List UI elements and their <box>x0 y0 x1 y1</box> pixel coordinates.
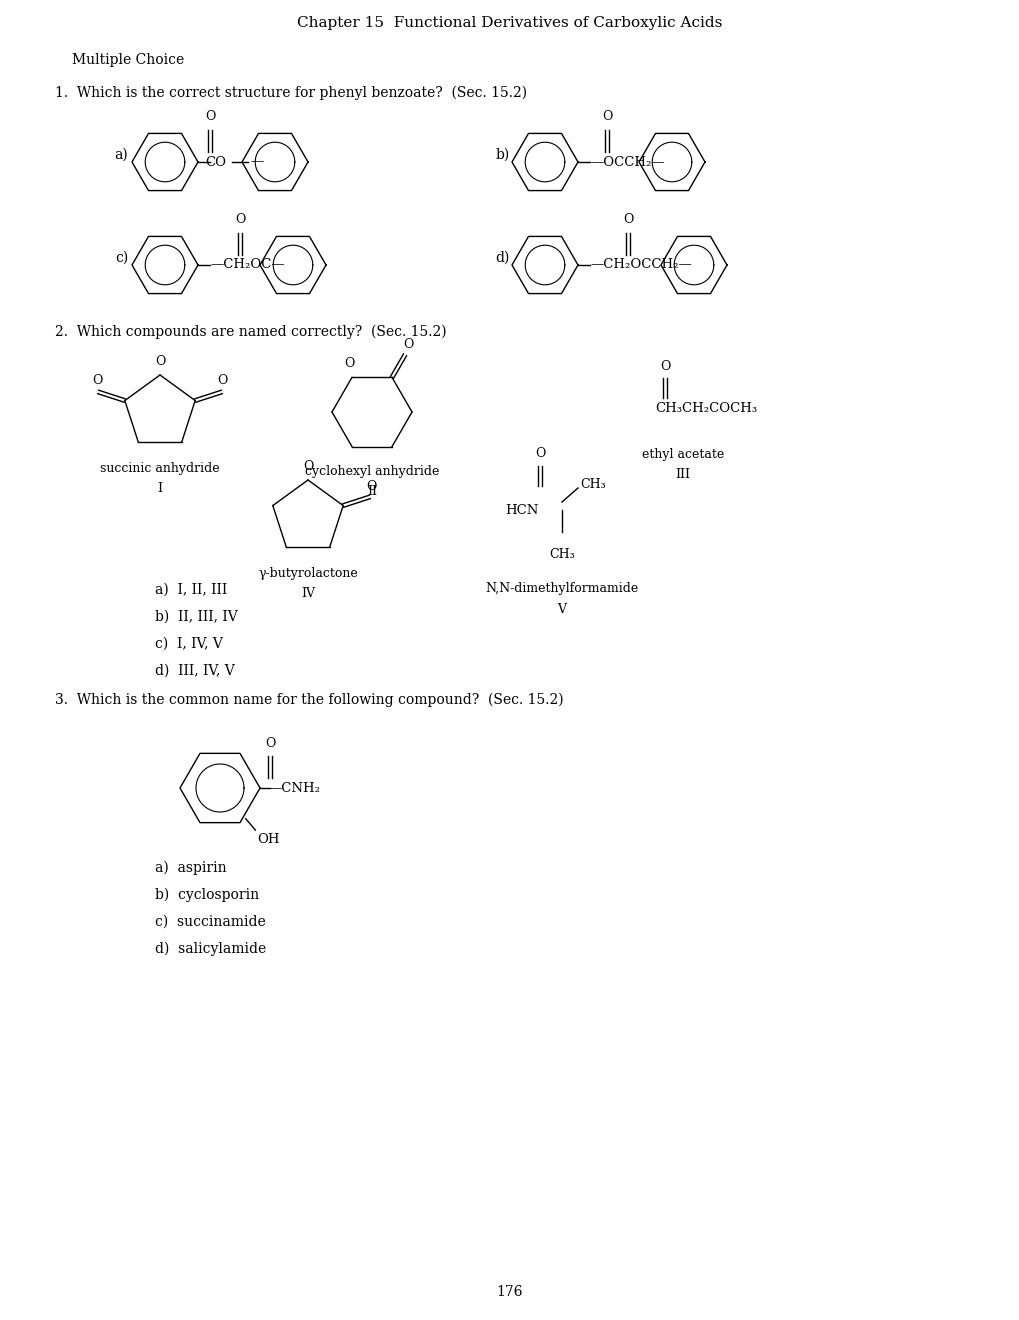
Text: O: O <box>366 480 377 492</box>
Text: CH₃: CH₃ <box>548 548 575 561</box>
Text: d)  III, IV, V: d) III, IV, V <box>155 664 234 678</box>
Text: O: O <box>92 374 102 387</box>
Text: b): b) <box>495 148 510 162</box>
Text: Chapter 15  Functional Derivatives of Carboxylic Acids: Chapter 15 Functional Derivatives of Car… <box>297 16 722 30</box>
Text: O: O <box>623 213 633 226</box>
Text: II: II <box>367 484 377 498</box>
Text: CO: CO <box>205 156 226 169</box>
Text: 2.  Which compounds are named correctly?  (Sec. 15.2): 2. Which compounds are named correctly? … <box>55 325 446 339</box>
Text: O: O <box>343 358 354 371</box>
Text: OH: OH <box>257 833 279 846</box>
Text: c): c) <box>115 251 127 265</box>
Text: b)  II, III, IV: b) II, III, IV <box>155 610 237 624</box>
Text: a)  I, II, III: a) I, II, III <box>155 583 227 597</box>
Text: a)  aspirin: a) aspirin <box>155 861 226 875</box>
Text: V: V <box>557 603 566 616</box>
Text: b)  cyclosporin: b) cyclosporin <box>155 888 259 902</box>
Text: O: O <box>659 360 669 374</box>
Text: —CNH₂: —CNH₂ <box>268 781 320 795</box>
Text: c)  I, IV, V: c) I, IV, V <box>155 638 223 651</box>
Text: O: O <box>234 213 245 226</box>
Text: O: O <box>155 355 165 368</box>
Text: d): d) <box>495 251 510 265</box>
Text: III: III <box>675 469 690 480</box>
Text: d)  salicylamide: d) salicylamide <box>155 941 266 956</box>
Text: O: O <box>601 110 611 123</box>
Text: c)  succinamide: c) succinamide <box>155 915 266 929</box>
Text: —: — <box>250 156 263 169</box>
Text: CH₃: CH₃ <box>580 479 605 491</box>
Text: a): a) <box>114 148 127 162</box>
Text: N,N-dimethylformamide: N,N-dimethylformamide <box>485 582 638 595</box>
Text: O: O <box>217 374 228 387</box>
Text: HCN: HCN <box>504 503 538 516</box>
Text: O: O <box>534 447 544 459</box>
Text: I: I <box>157 482 162 495</box>
Text: ethyl acetate: ethyl acetate <box>641 447 723 461</box>
Text: 3.  Which is the common name for the following compound?  (Sec. 15.2): 3. Which is the common name for the foll… <box>55 693 564 708</box>
Text: 176: 176 <box>496 1284 523 1299</box>
Text: —CH₂OC—: —CH₂OC— <box>210 259 284 272</box>
Text: O: O <box>403 338 413 351</box>
Text: IV: IV <box>301 587 315 601</box>
Text: γ-butyrolactone: γ-butyrolactone <box>258 568 358 579</box>
Text: Multiple Choice: Multiple Choice <box>72 53 184 67</box>
Text: O: O <box>303 459 313 473</box>
Text: CH₃CH₂COCH₃: CH₃CH₂COCH₃ <box>654 401 756 414</box>
Text: cyclohexyl anhydride: cyclohexyl anhydride <box>305 465 439 478</box>
Text: succinic anhydride: succinic anhydride <box>100 462 220 475</box>
Text: —OCCH₂—: —OCCH₂— <box>589 156 664 169</box>
Text: 1.  Which is the correct structure for phenyl benzoate?  (Sec. 15.2): 1. Which is the correct structure for ph… <box>55 86 527 100</box>
Text: O: O <box>205 110 215 123</box>
Text: —CH₂OCCH₂—: —CH₂OCCH₂— <box>589 259 691 272</box>
Text: O: O <box>265 737 275 750</box>
